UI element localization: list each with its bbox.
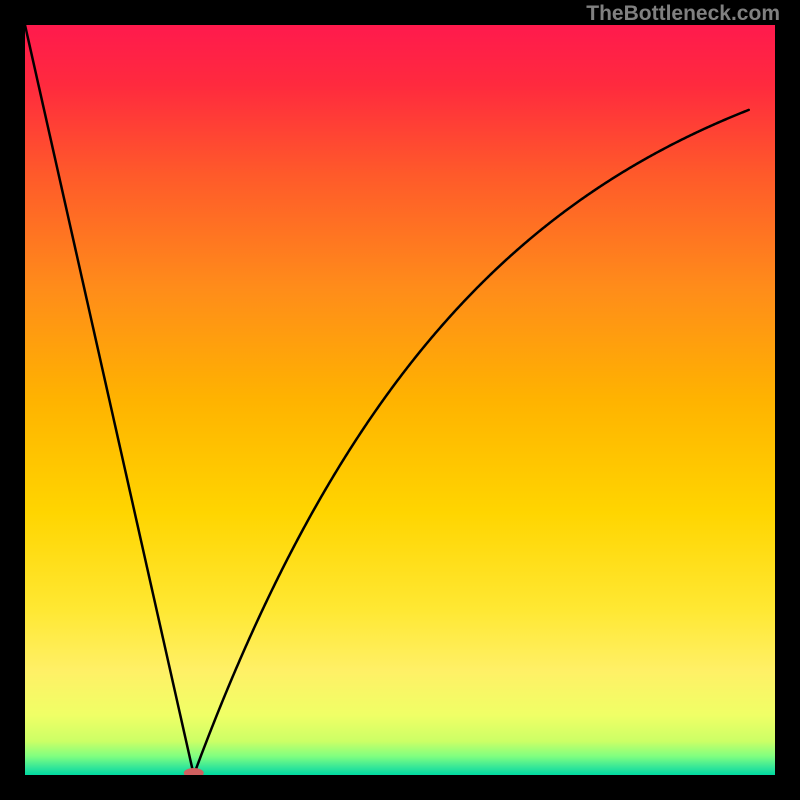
chart-frame: TheBottleneck.com (0, 0, 800, 800)
gradient-background (25, 25, 775, 775)
watermark-text: TheBottleneck.com (586, 2, 780, 26)
bottleneck-chart (25, 25, 775, 775)
